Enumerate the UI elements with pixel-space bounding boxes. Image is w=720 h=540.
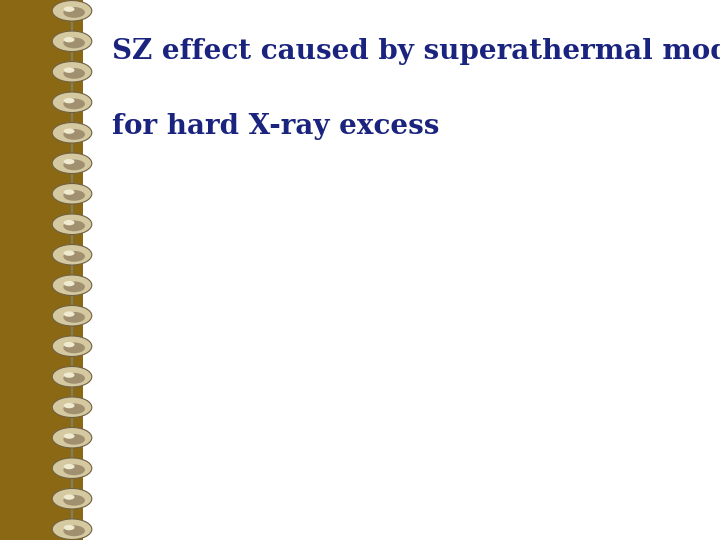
Text: for hard X-ray excess: for hard X-ray excess — [112, 113, 439, 140]
Y-axis label: ΔT(μK): ΔT(μK) — [105, 304, 120, 355]
Text: SZ effect caused by superathermal model: SZ effect caused by superathermal model — [112, 38, 720, 65]
X-axis label: ν(GHz): ν(GHz) — [384, 510, 436, 525]
